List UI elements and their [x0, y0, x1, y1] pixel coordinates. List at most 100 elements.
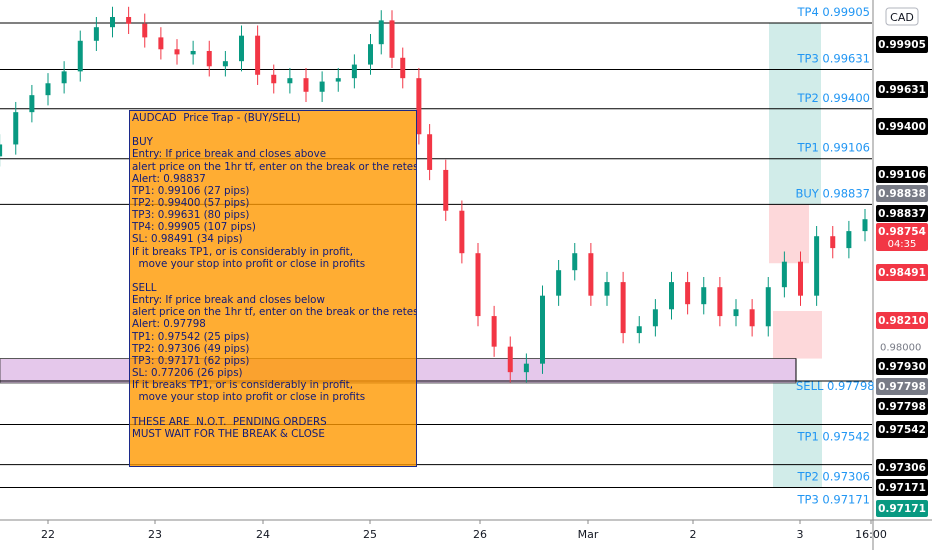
price-badge-label: 0.97798 [878, 401, 926, 413]
reference-line-label: TP2 0.99400 [797, 91, 871, 105]
candle-body [0, 144, 3, 157]
candle-body [126, 16, 132, 24]
currency-box [885, 7, 919, 26]
note-line: move your stop into profit or close in p… [132, 391, 366, 404]
reference-line-label: TP2 0.97306 [797, 470, 871, 484]
price-badge-label: 0.98754 [878, 226, 926, 238]
candle-body [604, 282, 610, 296]
candle-body [652, 309, 658, 327]
candle-body [287, 78, 293, 84]
price-badge [876, 421, 928, 438]
price-badge-label: 0.99905 [878, 39, 926, 51]
reference-line-label: TP1 0.99106 [797, 141, 871, 155]
price-badge [876, 81, 928, 98]
x-tick-label: 16:00 [855, 528, 887, 541]
note-line: MUST WAIT FOR THE BREAK & CLOSE [132, 427, 325, 440]
trade-plan-note[interactable]: AUDCAD Price Trap - (BUY/SELL) BUY Entry: … [129, 110, 417, 467]
candle-body [491, 316, 497, 347]
price-badge [876, 378, 928, 395]
candle-body [271, 74, 277, 84]
candle-body [29, 95, 35, 113]
price-badge-label: 0.98838 [878, 188, 926, 200]
candle-body [158, 37, 164, 50]
price-badge-label: 0.98837 [878, 208, 926, 220]
candle-body [61, 71, 67, 84]
reference-line-label: SELL 0.97798 [796, 379, 875, 393]
price-badge-label: 0.97798 [878, 381, 926, 393]
candle-body [378, 20, 384, 45]
x-tick-label: 22 [41, 528, 55, 541]
note-line: TP2: 0.99400 (57 pips) [132, 196, 250, 209]
candle-body [556, 270, 562, 296]
note-line: TP3: 0.97171 (62 pips) [132, 354, 250, 367]
note-line: move your stop into profit or close in p… [132, 257, 366, 270]
price-badge [876, 223, 928, 251]
reference-line-label: BUY 0.98837 [795, 186, 870, 200]
candle-body [701, 287, 707, 305]
price-badge [876, 264, 928, 281]
candle-body [45, 83, 51, 96]
price-badge [876, 500, 928, 517]
price-badge-label: 0.97171 [878, 482, 926, 494]
candle-body [475, 253, 481, 317]
candle-body [814, 236, 820, 296]
price-badge-label: 0.99106 [878, 169, 926, 181]
candle-body [459, 210, 465, 254]
candle-body [443, 169, 449, 211]
price-badge [876, 358, 928, 375]
price-badge [876, 118, 928, 135]
note-line: alert price on the 1hr tf, enter on the … [132, 306, 417, 319]
price-badge [876, 312, 928, 329]
candle-body [572, 253, 578, 271]
price-badge [876, 459, 928, 476]
price-badge-label: 0.98491 [878, 267, 926, 279]
candle-body [749, 309, 755, 327]
candle-body [862, 219, 868, 232]
reference-line-label: TP4 0.99905 [797, 5, 871, 19]
candle-body [77, 40, 83, 72]
candle-body [389, 20, 395, 58]
candle-body [523, 363, 529, 373]
candle-body [717, 287, 723, 317]
reference-line-label: TP1 0.97542 [797, 429, 871, 443]
x-tick-label: 2 [690, 528, 697, 541]
candle-body [830, 236, 836, 249]
candle-body [93, 27, 99, 41]
reference-line-label: TP3 0.97171 [797, 493, 871, 507]
candle-body [222, 61, 228, 67]
x-tick-label: 3 [797, 528, 804, 541]
note-line: SL: 0.98491 (34 pips) [132, 233, 243, 246]
price-badge [876, 166, 928, 183]
candle-body [174, 49, 180, 55]
candle-body [620, 282, 626, 334]
candle-body [733, 309, 739, 317]
note-line: TP4: 0.99905 (107 pips) [132, 221, 256, 234]
x-tick-label: 23 [148, 528, 162, 541]
buy-target-zone [769, 22, 821, 205]
price-badge-label: 0.97930 [878, 361, 926, 373]
candle-body [846, 231, 852, 249]
price-badge-label: 0.97542 [878, 424, 926, 436]
candle-body [335, 78, 341, 82]
y-tick-label: 0.98000 [880, 343, 921, 354]
candle-body [669, 282, 674, 310]
note-line [132, 124, 414, 136]
candle-body [507, 346, 513, 373]
note-line: alert price on the 1hr tf, enter on the … [132, 160, 417, 173]
note-line: If it breaks TP1, or is considerably in … [132, 245, 353, 258]
price-badges-layer: 0.99905 0.99631 0.99400 0.99106 0.98838 0.988… [876, 36, 928, 517]
candle-body [685, 282, 691, 305]
note-line: Entry: If price break and closes below [132, 294, 325, 307]
note-line [132, 403, 414, 415]
note-line: THESE ARE N.O.T. PENDING ORDERS [132, 415, 327, 428]
candle-body [239, 35, 244, 62]
candle-body [781, 261, 787, 288]
currency-label: CAD [890, 11, 914, 24]
price-badge-label: 0.99631 [878, 84, 926, 96]
reference-line-label: TP3 0.99631 [797, 52, 871, 66]
x-tick-label: 26 [473, 528, 487, 541]
candle-body [636, 326, 642, 334]
x-tick-label: 25 [363, 528, 377, 541]
note-line: AUDCAD Price Trap - (BUY/SELL) [132, 112, 301, 124]
